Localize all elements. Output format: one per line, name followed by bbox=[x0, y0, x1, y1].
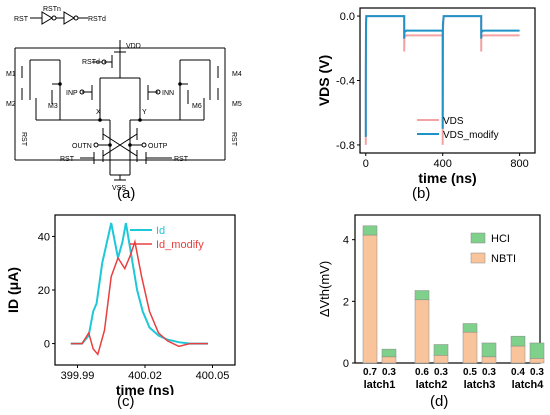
bar-label: 0.5 bbox=[463, 367, 477, 378]
x-tick-label: 400.05 bbox=[196, 370, 230, 382]
y-tick-label: 2 bbox=[343, 296, 349, 308]
group-label: latch1 bbox=[364, 379, 396, 391]
bar-nbti bbox=[362, 234, 378, 364]
legend-label: Id_modify bbox=[156, 239, 204, 251]
bar-nbti bbox=[433, 355, 449, 364]
bar-label: 0.3 bbox=[382, 367, 396, 378]
y-tick-label: 20 bbox=[38, 285, 50, 297]
y-tick-label: -0.4 bbox=[336, 76, 355, 88]
bar-label: 0.7 bbox=[363, 367, 377, 378]
bar-nbti bbox=[481, 356, 497, 364]
y-node-label: Y bbox=[142, 109, 147, 116]
rst-right-label: RST bbox=[230, 132, 237, 147]
group-label: latch2 bbox=[416, 379, 448, 391]
panel-d-label: (d) bbox=[430, 393, 449, 410]
x-tick-label: 800 bbox=[510, 158, 528, 170]
rst-bottom-left-label: RST bbox=[60, 156, 75, 163]
bar-hci bbox=[362, 225, 378, 236]
outp-label: OUTP bbox=[148, 143, 168, 150]
bar-nbti bbox=[381, 356, 397, 364]
series-line-id-modify bbox=[70, 238, 208, 356]
vss-label: VSS bbox=[112, 185, 126, 192]
y-tick-label: 4 bbox=[343, 235, 349, 247]
y-axis-label: VDS (V) bbox=[316, 55, 332, 106]
x-tick-label: 400 bbox=[434, 158, 452, 170]
x-node-label: X bbox=[96, 109, 101, 116]
x-tick-label: 399.99 bbox=[61, 370, 95, 382]
bar-hci bbox=[462, 323, 478, 333]
y-tick-label: 40 bbox=[38, 231, 50, 243]
legend-label: VDS bbox=[443, 116, 464, 127]
bar-hci bbox=[381, 348, 397, 358]
header-rstd-label: RSTd bbox=[88, 16, 106, 23]
m3-label: M3 bbox=[48, 103, 58, 110]
y-tick-label: 0 bbox=[343, 358, 349, 370]
y-axis-label: ID (μA) bbox=[5, 267, 21, 313]
bar-nbti bbox=[414, 299, 430, 364]
group-label: latch3 bbox=[464, 379, 496, 391]
bar-hci bbox=[433, 344, 449, 356]
bar-label: 0.3 bbox=[434, 367, 448, 378]
m4-label: M4 bbox=[232, 71, 242, 78]
bar-label: 0.3 bbox=[530, 367, 544, 378]
panel-c-label: (c) bbox=[117, 393, 135, 410]
rst-left-label: RST bbox=[20, 132, 27, 147]
y-tick-label: -0.8 bbox=[336, 140, 355, 152]
m5-label: M5 bbox=[232, 101, 242, 108]
y-tick-label: 0 bbox=[44, 339, 50, 351]
bar-label: 0.6 bbox=[415, 367, 429, 378]
vdd-label: VDD bbox=[126, 43, 141, 50]
id-chart: 399.99 400.02 400.05 0 20 40 time (ns) ID (μA) I… bbox=[5, 214, 236, 395]
panel-a-label: (a) bbox=[117, 185, 136, 202]
bar-nbti bbox=[529, 358, 545, 364]
x-axis-label: time (ns) bbox=[418, 170, 476, 186]
inn-label: INN bbox=[162, 90, 174, 97]
y-axis-label: ΔVth(mV) bbox=[317, 261, 332, 317]
m2-label: M2 bbox=[6, 101, 16, 108]
series-line-vds-modify bbox=[364, 15, 520, 137]
vds-chart: 0 400 800 0.0 -0.4 -0.8 time (ns) VDS (V) VDS VDS… bbox=[316, 7, 536, 186]
legend-label: VDS_modify bbox=[443, 130, 499, 141]
x-tick-label: 0 bbox=[363, 158, 369, 170]
series-line-id bbox=[70, 222, 208, 345]
header-rst-label: RST bbox=[14, 16, 29, 23]
group-label: latch4 bbox=[512, 379, 545, 391]
rstd-label: RSTd bbox=[82, 59, 100, 66]
bar-nbti bbox=[510, 345, 526, 364]
bar-hci bbox=[529, 342, 545, 359]
bar-hci bbox=[510, 335, 526, 347]
bar-hci bbox=[481, 342, 497, 358]
inp-label: INP bbox=[66, 90, 78, 97]
legend-swatch bbox=[470, 252, 486, 264]
panel-b-label: (b) bbox=[412, 185, 431, 202]
bar-hci bbox=[414, 290, 430, 301]
rst-bottom-right-label: RST bbox=[174, 156, 189, 163]
header-rstn-label: RSTn bbox=[43, 6, 61, 13]
legend-label: HCI bbox=[491, 233, 510, 245]
y-tick-label: 0.0 bbox=[340, 11, 355, 23]
legend-label: NBTI bbox=[491, 253, 516, 265]
x-axis-label: time (ns) bbox=[116, 382, 174, 395]
x-tick-label: 400.02 bbox=[128, 370, 162, 382]
bar-nbti bbox=[462, 331, 478, 364]
bar-label: 0.3 bbox=[482, 367, 496, 378]
m1-label: M1 bbox=[6, 71, 16, 78]
schematic-panel: RST RSTn RSTd RSTd VDD M1 M2 M3 M4 M5 M6… bbox=[6, 6, 242, 192]
m6-label: M6 bbox=[192, 103, 202, 110]
bar-label: 0.4 bbox=[511, 367, 525, 378]
legend-label: Id bbox=[156, 225, 165, 237]
legend-swatch bbox=[470, 232, 486, 244]
outn-label: OUTN bbox=[72, 143, 92, 150]
